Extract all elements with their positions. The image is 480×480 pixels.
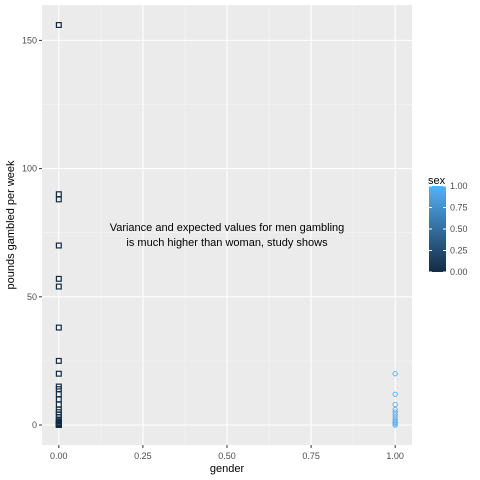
x-tick-label: 1.00	[386, 451, 404, 461]
y-tick-label: 150	[22, 35, 37, 45]
x-tick-label: 0.75	[302, 451, 320, 461]
data-point-circle	[392, 409, 398, 415]
data-point-square	[55, 283, 62, 290]
data-point-square	[55, 275, 62, 282]
data-point-circle	[392, 414, 398, 420]
data-point-circle	[392, 422, 398, 428]
data-point-square	[55, 324, 62, 331]
legend-ticks: 1.00 0.75 0.50 0.25 0.00	[429, 181, 468, 277]
data-point-square	[55, 22, 62, 29]
data-point-circle	[392, 406, 398, 413]
annotation-line-1: Variance and expected values for men gam…	[110, 222, 345, 234]
data-point-circle	[392, 412, 398, 418]
legend-colorbar	[429, 186, 446, 272]
y-axis-title: pounds gambled per week	[5, 160, 17, 290]
data-point-circle	[392, 371, 398, 377]
legend-tick-label: 0.00	[450, 267, 468, 277]
legend-tick-label: 0.25	[450, 246, 468, 256]
x-tick-label: 0.00	[50, 451, 68, 461]
y-tick-label: 0	[32, 420, 37, 430]
data-point-square	[55, 242, 62, 249]
y-tick-label: 100	[22, 164, 37, 174]
legend: sex 1.00 0.75 0.50 0.25 0.00	[428, 175, 468, 277]
legend-tick-label: 1.00	[450, 181, 468, 191]
data-point-square	[55, 422, 62, 429]
legend-title: sex	[428, 175, 446, 187]
x-tick-label: 0.50	[218, 451, 236, 461]
data-point-square	[55, 196, 62, 203]
data-point-square	[55, 370, 62, 377]
legend-tick-label: 0.50	[450, 224, 468, 234]
y-axis: 0 50 100 150	[22, 35, 42, 430]
grid	[42, 5, 412, 445]
x-axis-title: gender	[210, 463, 245, 475]
data-point-circle	[392, 401, 398, 408]
legend-tick-label: 0.75	[450, 203, 468, 213]
y-tick-label: 50	[27, 292, 37, 302]
annotation-line-2: is much higher than woman, study shows	[126, 237, 328, 249]
data-point-square	[55, 357, 62, 364]
data-points	[55, 22, 398, 429]
x-axis: 0.00 0.25 0.50 0.75 1.00	[50, 445, 404, 461]
x-tick-label: 0.25	[134, 451, 152, 461]
data-point-circle	[392, 391, 398, 397]
